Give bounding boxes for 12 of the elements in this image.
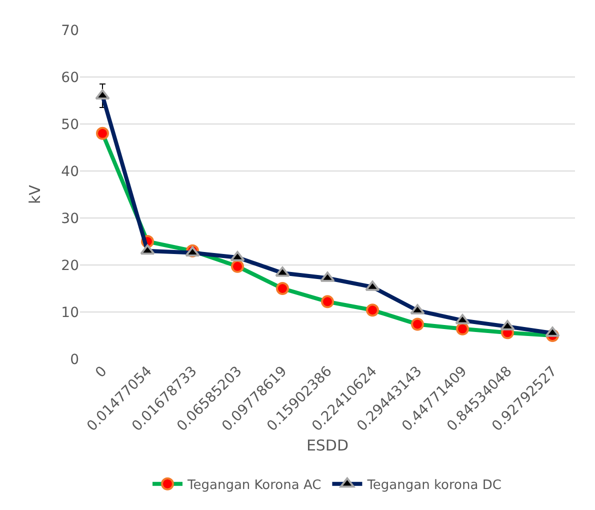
y-tick-label: 70 [61,22,79,39]
y-tick-label: 0 [70,352,79,368]
y-tick-label: 50 [61,116,79,133]
y-axis-title: kV [26,184,44,204]
y-tick-label: 10 [61,304,79,321]
y-tick-label: 60 [61,70,79,86]
y-tick-label: 40 [61,164,79,180]
legend-label: Tegangan korona DC [366,478,502,493]
y-tick-label: 20 [61,258,79,274]
y-tick-label: 30 [61,210,79,227]
x-axis-title: ESDD [306,436,349,455]
legend-label: Tegangan Korona AC [186,478,322,493]
